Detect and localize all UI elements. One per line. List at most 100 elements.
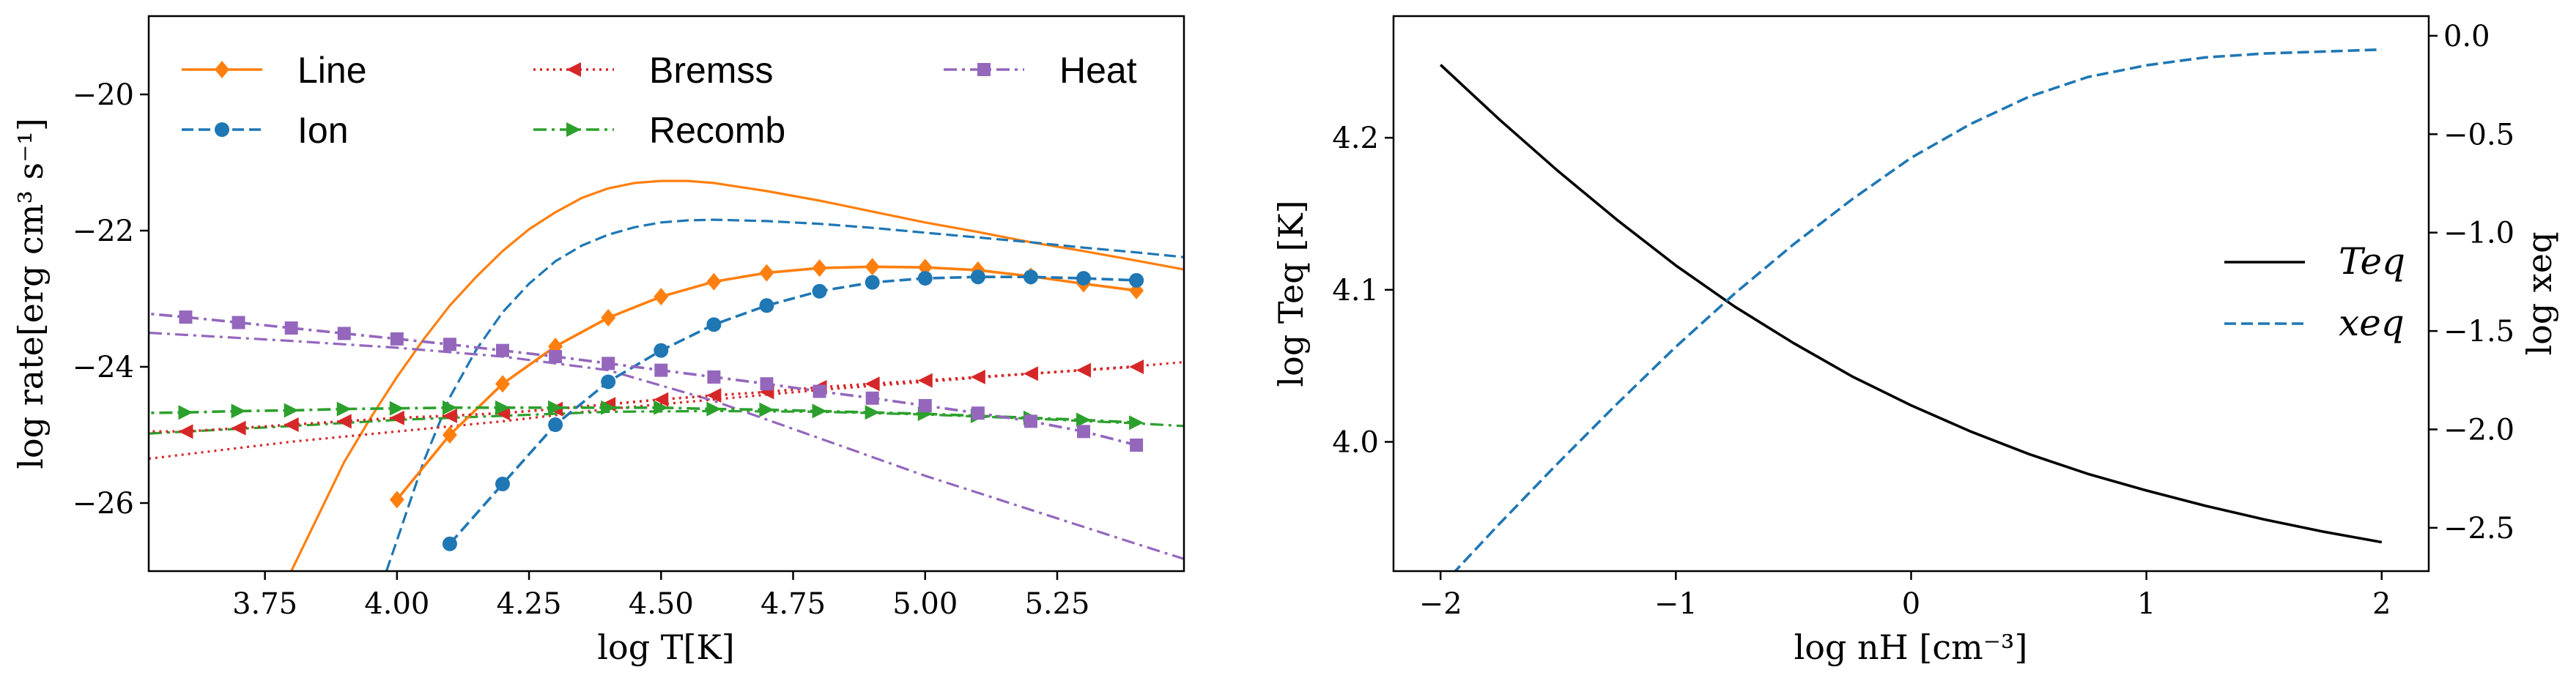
line-marker	[654, 288, 669, 306]
right-x-tick-label: −2	[1419, 587, 1462, 621]
ion-marker	[548, 417, 563, 433]
right-x-axis-label: log nH [cm⁻³]	[1794, 627, 2028, 667]
right-legend: Teq xeq	[2224, 240, 2405, 344]
left-y-tick-label: −24	[73, 351, 134, 384]
left-legend: Line Ion Bremss Recomb Heat	[182, 50, 1137, 151]
recomb-marker	[548, 400, 563, 415]
bremss-marker	[1129, 359, 1144, 374]
right-y-tick-label: 4.1	[1332, 274, 1379, 308]
legend-marker-recomb	[566, 122, 581, 137]
recomb-marker	[1129, 415, 1144, 431]
recomb-marker	[336, 401, 352, 417]
left-y-tick-label: −22	[73, 215, 134, 248]
heat-marker	[602, 357, 615, 370]
heat-marker	[549, 350, 563, 364]
heat-marker	[337, 327, 351, 340]
bremss-marker	[917, 373, 933, 388]
bremss-marker	[125, 424, 140, 439]
bremss-marker	[970, 369, 985, 384]
heat-marker	[126, 306, 139, 319]
right-xticks: −2 −1 0 1 2	[1419, 571, 2391, 621]
heat-marker	[443, 338, 456, 351]
heat-marker	[232, 316, 245, 329]
heat-dense-curve	[149, 331, 1184, 560]
recomb-marker	[495, 400, 511, 415]
heat-marker	[179, 310, 193, 324]
line-marker	[706, 272, 722, 291]
heat-marker	[918, 398, 932, 412]
heat-marker	[813, 384, 826, 398]
heat-marker	[654, 363, 668, 377]
ion-marker	[654, 343, 669, 358]
ion-marker	[1023, 269, 1038, 285]
left-x-tick-label: 4.00	[364, 587, 429, 621]
bremss-marker	[178, 424, 193, 439]
legend-label-xeq: xeq	[2339, 302, 2405, 344]
left-markers	[125, 258, 1144, 551]
recomb-marker	[389, 401, 404, 416]
left-y-tick-label: −26	[73, 487, 134, 521]
line-marker	[495, 375, 511, 393]
recomb-marker	[759, 402, 774, 417]
left-x-tick-label: 3.75	[232, 587, 297, 621]
bremss-marker	[1076, 362, 1092, 378]
ion-dense-curve	[385, 218, 1184, 571]
ion-marker	[812, 283, 827, 299]
heat-marker	[760, 377, 774, 391]
right-y2-tick-label: 0.0	[2443, 20, 2490, 53]
legend-marker-bremss	[566, 62, 581, 77]
xeq-curve	[1453, 48, 2382, 571]
line-marker	[812, 259, 827, 278]
left-x-tick-label: 4.75	[760, 587, 826, 621]
heat-marker	[390, 332, 404, 346]
ion-marker	[601, 374, 616, 390]
line-marker	[759, 264, 774, 282]
recomb-marker	[812, 403, 827, 419]
legend-label-heat: Heat	[1059, 50, 1137, 91]
bremss-marker	[654, 392, 669, 407]
recomb-marker	[178, 405, 193, 420]
ion-series-line	[448, 275, 1137, 545]
ion-marker	[706, 317, 722, 332]
right-yticks-left: 4.0 4.1 4.2	[1332, 122, 1394, 459]
right-x-tick-label: 0	[1902, 587, 1920, 621]
recomb-marker	[865, 405, 880, 420]
bremss-marker	[389, 410, 404, 425]
left-y-tick-label: −20	[73, 78, 134, 112]
bremss-marker	[231, 420, 246, 436]
left-panel: 3.75 4.00 4.25 4.50 4.75 5.00 5.25 −26−24−22−2…	[11, 15, 1185, 667]
right-yticks-right: −2.5 −2.0 −1.5 −1.0 −0.5 0.0	[2429, 20, 2514, 545]
left-x-tick-label: 5.25	[1024, 587, 1089, 621]
right-y2-tick-label: −1.5	[2443, 315, 2514, 349]
heat-marker	[284, 321, 298, 335]
bremss-series-line	[149, 365, 1137, 433]
right-x-tick-label: −1	[1654, 587, 1698, 621]
right-x-tick-label: 2	[2372, 587, 2391, 621]
right-y2-tick-label: −2.5	[2443, 512, 2514, 545]
right-y2-axis-label: log xeq	[2520, 231, 2559, 355]
left-x-tick-label: 4.50	[629, 587, 694, 621]
bremss-marker	[706, 388, 722, 403]
ion-marker	[865, 275, 880, 290]
ion-marker	[970, 269, 985, 285]
line-marker	[601, 309, 616, 327]
left-axes-frame	[147, 15, 1185, 573]
recomb-series-line	[149, 406, 1137, 424]
heat-marker	[707, 370, 721, 384]
left-xticks: 3.75 4.00 4.25 4.50 4.75 5.00 5.25	[232, 571, 1090, 621]
line-marker	[917, 258, 933, 277]
line-dense-curve	[290, 179, 1184, 571]
legend-marker-line	[215, 61, 229, 78]
ion-marker	[917, 271, 933, 286]
recomb-marker	[231, 403, 246, 419]
bremss-marker	[442, 408, 457, 423]
legend-label-bremss: Bremss	[649, 50, 773, 91]
heat-marker	[971, 406, 985, 420]
heat-marker	[1130, 438, 1144, 452]
right-y2-tick-label: −2.0	[2443, 413, 2514, 447]
left-x-axis-label: log T[K]	[597, 627, 734, 667]
recomb-marker	[654, 400, 669, 415]
legend-label-teq: Teq	[2339, 240, 2405, 283]
recomb-marker	[601, 400, 616, 415]
line-marker	[865, 258, 880, 276]
